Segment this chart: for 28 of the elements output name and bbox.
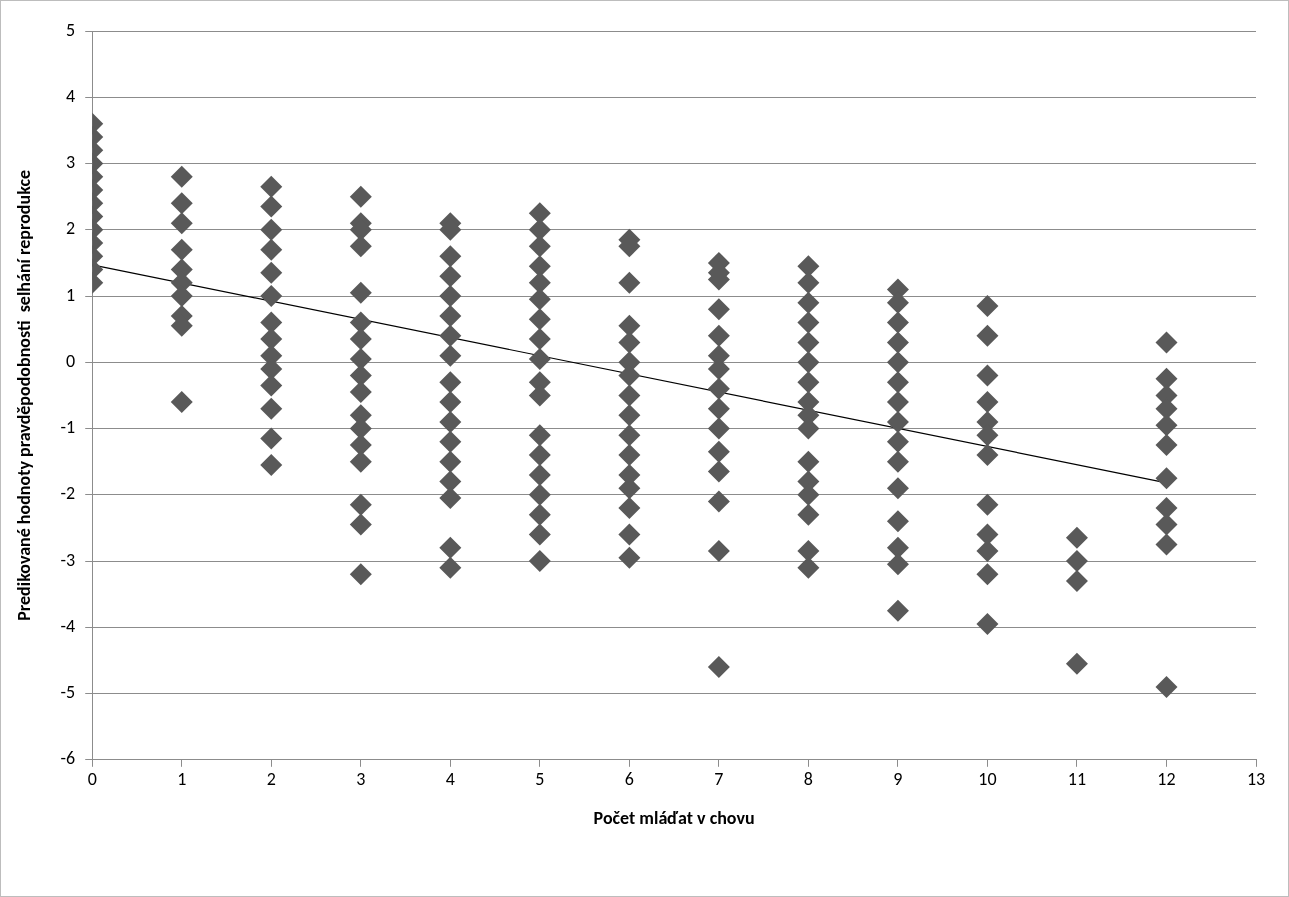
y-tick-label: -2 [60, 482, 76, 505]
y-tick-label: 0 [66, 349, 76, 372]
y-tick-label: 3 [66, 151, 76, 174]
y-tick-label: 5 [66, 18, 76, 41]
y-tick-label: -3 [60, 548, 76, 571]
x-tick-label: 3 [356, 768, 366, 791]
x-tick-label: 8 [803, 768, 813, 791]
x-tick-label: 10 [978, 768, 997, 791]
x-tick-label: 12 [1157, 768, 1176, 791]
x-tick-label: 6 [624, 768, 634, 791]
x-axis-title: Počet mláďat v chovu [593, 806, 755, 829]
x-tick-label: 4 [445, 768, 455, 791]
x-tick-label: 11 [1067, 768, 1087, 791]
y-tick-label: 2 [66, 217, 76, 240]
x-tick-label: 1 [177, 768, 187, 791]
x-tick-label: 5 [535, 768, 545, 791]
x-tick-label: 0 [87, 768, 97, 791]
x-tick-label: 9 [893, 768, 903, 791]
x-tick-label: 7 [714, 768, 724, 791]
x-tick-label: 13 [1246, 768, 1266, 791]
x-tick-label: 2 [266, 768, 276, 791]
y-tick-label: -4 [60, 614, 76, 637]
y-tick-label: -6 [60, 747, 76, 770]
y-tick-label: 1 [66, 283, 76, 306]
y-tick-label: 4 [66, 84, 76, 107]
y-tick-label: -5 [60, 681, 76, 704]
y-tick-label: -1 [60, 416, 76, 439]
y-axis-title: Predikované hodnoty pravděpodobnosti selhání reprodukce [13, 170, 36, 621]
